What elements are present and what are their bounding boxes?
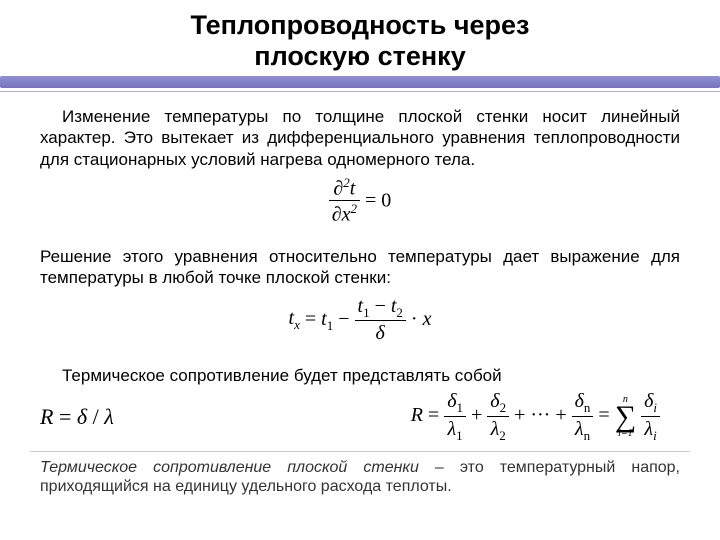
equation-3a: R = δ / λ	[40, 404, 114, 430]
definition-term: Термическое сопротивление плоской стенки	[40, 459, 419, 476]
title-underline	[0, 76, 720, 88]
equation-3-row: R = δ / λ R = δ1λ1 + δ2λ2 + ··· + δnλn =…	[0, 390, 720, 443]
equation-3b: R = δ1λ1 + δ2λ2 + ··· + δnλn = n ∑ i=1 δ…	[411, 390, 660, 443]
paragraph-1: Изменение температуры по толщине плоской…	[0, 92, 720, 170]
equation-1: ∂2t ∂x2 = 0	[0, 176, 720, 226]
slide-title: Теплопроводность через плоскую стенку	[20, 10, 700, 72]
definition: Термическое сопротивление плоской стенки…	[0, 452, 720, 496]
paragraph-3: Термическое сопротивление будет представ…	[0, 351, 720, 386]
equation-2: tx = t1 − t1 − t2 δ · x	[0, 295, 720, 345]
paragraph-2: Решение этого уравнения относительно тем…	[0, 232, 720, 289]
